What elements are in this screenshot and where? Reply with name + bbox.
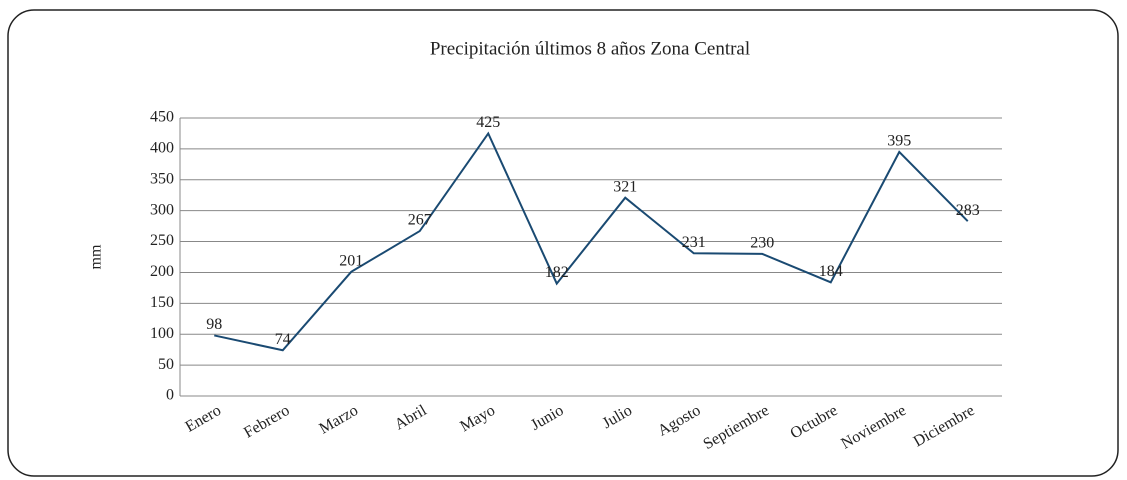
y-tick-label: 250	[150, 232, 174, 249]
data-label: 231	[682, 234, 706, 251]
data-line	[214, 131, 969, 352]
x-tick-label: Junio	[528, 402, 567, 434]
data-label: 201	[339, 252, 363, 269]
data-label: 98	[206, 316, 222, 333]
y-tick-label: 400	[150, 140, 174, 157]
x-tick-label: Noviembre	[838, 402, 909, 453]
y-tick-label: 50	[158, 356, 174, 373]
data-label: 182	[545, 264, 569, 281]
data-label: 425	[476, 114, 500, 131]
x-tick-label: Enero	[183, 402, 225, 436]
x-tick-label: Octubre	[787, 402, 840, 442]
y-tick-label: 450	[150, 109, 174, 126]
data-label: 321	[613, 178, 637, 195]
y-tick-label: 200	[150, 263, 174, 280]
x-tick-label: Julio	[600, 402, 635, 432]
data-label: 267	[408, 212, 432, 229]
data-label: 283	[956, 202, 980, 219]
data-label: 230	[750, 235, 774, 252]
chart-title: Precipitación últimos 8 años Zona Centra…	[430, 38, 750, 59]
y-tick-label: 300	[150, 201, 174, 218]
y-axis-label: mm	[88, 244, 105, 269]
x-tick-label: Abril	[392, 402, 430, 434]
y-tick-label: 100	[150, 325, 174, 342]
x-tick-label: Septiembre	[700, 402, 772, 453]
x-tick-label: Agosto	[655, 402, 704, 440]
y-tick-label: 350	[150, 170, 174, 187]
data-label: 184	[819, 263, 843, 280]
data-label: 395	[887, 133, 911, 150]
x-tick-label: Mayo	[457, 402, 498, 435]
y-tick-label: 0	[166, 387, 174, 404]
x-tick-label: Diciembre	[911, 402, 978, 450]
frame	[7, 9, 1119, 477]
x-tick-label: Marzo	[316, 402, 361, 438]
y-tick-label: 150	[150, 294, 174, 311]
x-tick-label: Febrero	[241, 402, 293, 442]
data-label: 74	[275, 331, 291, 348]
